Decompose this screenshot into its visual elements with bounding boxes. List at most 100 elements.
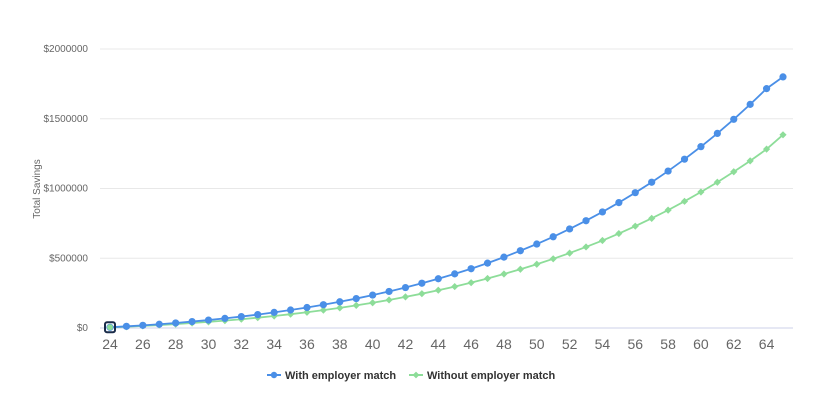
data-point[interactable] [467,279,475,287]
data-point[interactable] [533,240,541,248]
data-point[interactable] [516,247,524,255]
data-point[interactable] [713,129,721,137]
y-axis-label: Total Savings [32,159,43,218]
data-point[interactable] [155,320,163,328]
data-point[interactable] [451,282,459,291]
data-point[interactable] [483,259,492,267]
data-point[interactable] [172,319,180,327]
data-point[interactable] [500,253,508,261]
legend-item-with-match[interactable]: With employer match [267,370,396,382]
data-point[interactable] [582,217,590,225]
data-point[interactable] [122,322,131,330]
data-point[interactable] [598,236,607,245]
data-point[interactable] [582,243,590,251]
data-point[interactable] [418,279,426,287]
x-tick-label: 30 [201,336,217,352]
data-point[interactable] [779,131,787,139]
data-point[interactable] [254,311,262,319]
data-point[interactable] [385,296,393,304]
data-point[interactable] [566,249,574,257]
data-point[interactable] [730,168,738,176]
data-point[interactable] [500,270,508,278]
data-point[interactable] [401,283,410,292]
x-tick-label: 24 [102,336,118,352]
x-tick-label: 62 [726,336,742,352]
data-point[interactable] [680,155,689,163]
data-point[interactable] [139,321,147,329]
x-tick-label: 36 [299,336,315,352]
data-point[interactable] [369,299,377,307]
x-tick-label: 40 [365,336,381,352]
x-tick-label: 50 [529,336,545,352]
data-point[interactable] [648,178,656,186]
data-point[interactable] [762,145,771,153]
data-point[interactable] [762,85,771,93]
data-point[interactable] [451,270,459,278]
data-point[interactable] [779,73,787,81]
data-point[interactable] [730,115,738,123]
x-tick-label: 60 [693,336,709,352]
y-tick-label: $1000000 [44,184,89,195]
x-tick-label: 48 [496,336,512,352]
data-point[interactable] [533,260,541,268]
legend-marker [412,371,420,379]
data-point[interactable] [286,306,295,314]
legend: With employer match Without employer matc… [267,370,556,382]
x-tick-label: 56 [627,336,643,352]
legend-label: With employer match [285,370,396,382]
x-tick-label: 42 [398,336,414,352]
data-point[interactable] [467,265,475,273]
data-point[interactable] [549,255,557,263]
data-point[interactable] [303,308,311,316]
data-point[interactable] [385,287,393,296]
data-point[interactable] [697,143,705,151]
data-point[interactable] [319,301,327,309]
data-point[interactable] [680,197,689,205]
x-tick-label: 58 [660,336,676,352]
data-point[interactable] [418,290,426,298]
data-point[interactable] [237,312,245,321]
data-point[interactable] [319,306,327,314]
data-point[interactable] [664,167,672,175]
y-tick-label: $1500000 [44,114,89,125]
data-point[interactable] [483,274,492,283]
data-point[interactable] [648,214,656,222]
series-area [104,73,787,334]
data-point[interactable] [615,229,623,238]
data-point[interactable] [303,303,311,312]
legend-item-without-match[interactable]: Without employer match [409,370,556,382]
data-point[interactable] [664,206,672,214]
axes: $0 $500000 $1000000 $1500000 $2000000 24 26 28 3… [44,44,793,352]
data-point[interactable] [697,188,705,196]
data-point[interactable] [598,208,607,216]
data-point[interactable] [615,198,623,207]
gridlines [100,48,793,259]
data-point[interactable] [401,293,410,301]
data-point[interactable] [631,189,639,197]
data-point[interactable] [631,222,639,230]
data-point[interactable] [713,178,721,186]
data-point[interactable] [188,317,196,326]
data-point[interactable] [746,157,754,165]
data-point[interactable] [336,304,344,312]
data-point[interactable] [369,291,377,299]
data-point[interactable] [746,100,754,108]
data-point[interactable] [434,275,442,283]
legend-label: Without employer match [427,370,556,382]
x-tick-label: 32 [234,336,250,352]
data-point[interactable] [270,308,278,316]
x-tick-label: 38 [332,336,348,352]
x-tick-label: 26 [135,336,151,352]
data-point[interactable] [352,294,360,303]
data-point[interactable] [434,286,442,294]
data-point[interactable] [549,233,557,241]
data-point[interactable] [566,225,574,233]
data-point[interactable] [516,265,524,273]
data-point[interactable] [221,314,229,322]
x-tick-label: 54 [595,336,611,352]
data-point[interactable] [204,316,213,324]
data-point[interactable] [336,298,344,306]
data-point[interactable] [352,301,360,310]
